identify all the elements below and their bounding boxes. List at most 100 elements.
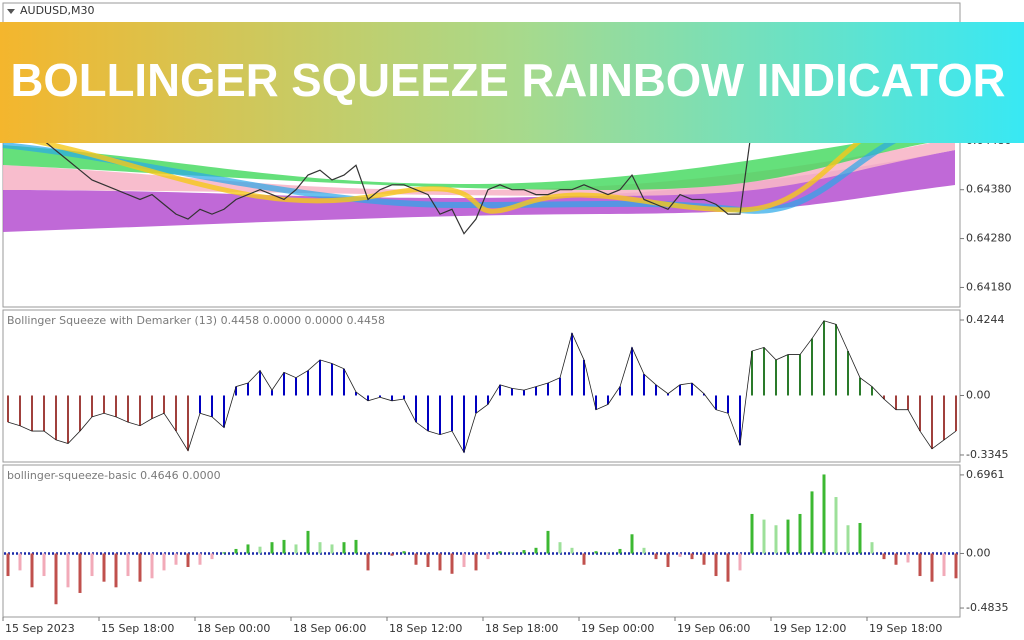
- histogram-bar: [462, 553, 466, 568]
- histogram-bar: [618, 548, 622, 554]
- x-tick-label: 18 Sep 06:00: [293, 622, 366, 635]
- histogram-bar: [282, 539, 286, 554]
- histogram-bar: [78, 553, 82, 593]
- histogram-bar: [570, 547, 574, 554]
- histogram-bar: [582, 553, 586, 565]
- histogram-bar: [906, 553, 910, 563]
- histogram-bar: [54, 553, 58, 605]
- histogram-bar: [234, 548, 238, 554]
- histogram-bar: [762, 519, 766, 554]
- histogram-bar: [630, 534, 634, 554]
- histogram-bar: [18, 553, 22, 571]
- histogram-bar: [894, 553, 898, 565]
- squeeze-panel: [2, 464, 961, 618]
- x-tick-label: 18 Sep 18:00: [485, 622, 558, 635]
- histogram-bar: [390, 553, 394, 556]
- histogram-bar: [786, 519, 790, 554]
- histogram-bar: [486, 553, 490, 560]
- x-tick-label: 18 Sep 00:00: [197, 622, 270, 635]
- histogram-bar: [642, 547, 646, 554]
- histogram-bar: [498, 551, 502, 554]
- histogram-bar: [66, 553, 70, 588]
- histogram-bar: [270, 542, 274, 554]
- rainbow-bands: [2, 106, 956, 232]
- histogram-bar: [342, 542, 346, 554]
- histogram-bar: [678, 553, 682, 557]
- histogram-bar: [378, 552, 382, 554]
- histogram-bar: [558, 542, 562, 554]
- histogram-bar: [330, 544, 334, 554]
- histogram-bar: [714, 553, 718, 577]
- histogram-bar: [750, 513, 754, 554]
- y-tick-label: 0.64280: [966, 232, 1012, 245]
- banner: [0, 22, 1024, 143]
- histogram-bar: [882, 553, 886, 560]
- histogram-bar: [474, 553, 478, 571]
- histogram-bar: [870, 542, 874, 554]
- histogram-bar: [402, 551, 406, 554]
- green-band: [3, 128, 955, 190]
- histogram-bar: [738, 553, 742, 571]
- x-tick-label: 19 Sep 00:00: [581, 622, 654, 635]
- histogram-bar: [42, 553, 46, 577]
- y-tick-label: -0.4835: [966, 601, 1008, 614]
- histogram-bar: [510, 552, 514, 554]
- panel-title: Bollinger Squeeze with Demarker (13) 0.4…: [7, 314, 385, 327]
- histogram-bar: [150, 553, 154, 579]
- histogram-bar: [918, 553, 922, 577]
- histogram-bar: [114, 553, 118, 588]
- histogram-bar: [186, 553, 190, 568]
- histogram-bar: [126, 553, 130, 577]
- histogram-bar: [438, 553, 442, 571]
- histogram-bar: [858, 522, 862, 554]
- histogram-bar: [90, 553, 94, 577]
- y-tick-label: 0.00: [966, 546, 991, 559]
- histogram-bar: [258, 546, 262, 554]
- histogram-bar: [546, 530, 550, 554]
- x-tick-label: 18 Sep 12:00: [389, 622, 462, 635]
- y-tick-label: 0.6961: [966, 468, 1005, 481]
- histogram-bar: [366, 553, 370, 571]
- y-tick-label: 0.00: [966, 388, 991, 401]
- blue-band: [2, 115, 956, 214]
- oscillator-line: [7, 320, 957, 454]
- yellow-band: [2, 106, 956, 214]
- histogram-bar: [822, 474, 826, 554]
- histogram-bar: [198, 553, 202, 565]
- x-tick-label: 19 Sep 12:00: [773, 622, 846, 635]
- histogram-bar: [30, 553, 34, 588]
- y-tick-label: 0.4244: [966, 313, 1005, 326]
- histogram-bar: [294, 544, 298, 554]
- symbol-label: AUDUSD,M30: [20, 4, 95, 17]
- histogram-bar: [726, 553, 730, 582]
- x-tick-label: 15 Sep 18:00: [101, 622, 174, 635]
- panel-title: bollinger-squeeze-basic 0.4646 0.0000: [7, 469, 221, 482]
- histogram-bar: [174, 553, 178, 565]
- y-tick-label: 0.64180: [966, 280, 1012, 293]
- histogram-bar: [534, 547, 538, 554]
- histogram-bar: [306, 530, 310, 554]
- histogram-bar: [318, 542, 322, 554]
- histogram-bar: [810, 491, 814, 554]
- histogram-bar: [450, 553, 454, 574]
- histogram-bar: [138, 553, 142, 582]
- histogram-bar: [930, 553, 934, 582]
- histogram-bar: [354, 539, 358, 554]
- x-tick-label: 15 Sep 2023: [5, 622, 75, 635]
- histogram-bar: [162, 553, 166, 571]
- y-tick-label: -0.3345: [966, 448, 1008, 461]
- histogram-bar: [102, 553, 106, 582]
- histogram-bar: [666, 553, 670, 568]
- histogram-bar: [6, 553, 10, 577]
- histogram-bar: [414, 553, 418, 565]
- histogram-bar: [606, 552, 610, 554]
- histogram-bar: [654, 553, 658, 560]
- histogram-bar: [426, 553, 430, 568]
- histogram-bar: [798, 513, 802, 554]
- histogram-bar: [942, 553, 946, 577]
- histogram-bar: [834, 497, 838, 554]
- histogram-bar: [690, 553, 694, 560]
- banner-title: BOLLINGER SQUEEZE RAINBOW INDICATOR: [11, 54, 1006, 106]
- symbol-menu-icon[interactable]: [7, 9, 15, 14]
